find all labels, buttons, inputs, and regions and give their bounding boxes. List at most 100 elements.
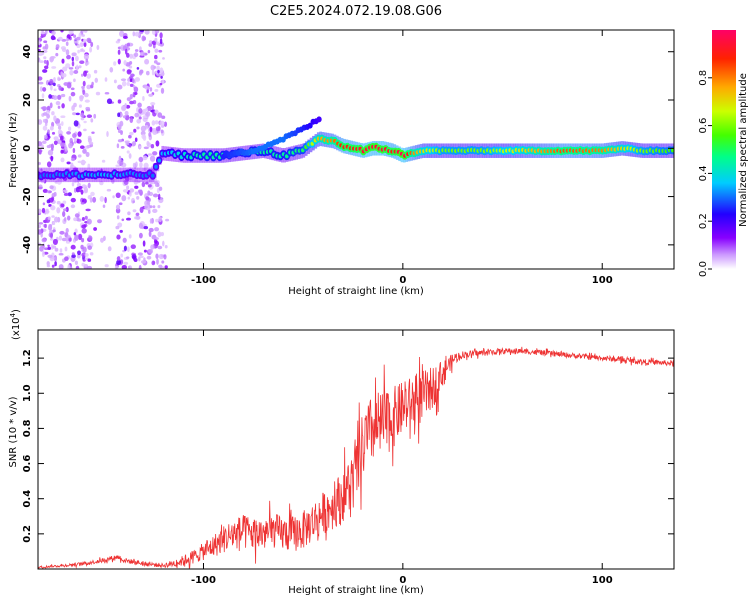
spectrogram-noise-point [41,93,45,99]
spectrogram-ridge-layer [38,116,674,181]
spectrogram-noise-point [88,141,94,145]
spectrogram-noise-point [38,48,41,52]
spectrogram-noise-point [145,110,151,118]
spectrogram-noise-point [156,62,161,66]
spectrogram-noise-point [143,225,149,230]
spectrogram-noise-point [52,221,56,226]
spectrogram-noise-point [96,44,100,50]
spectrogram-noise-point [123,59,127,66]
spectrogram-noise-point [68,30,74,35]
spectrogram-noise-point [120,113,123,117]
spectrogram-noise-point [83,53,89,60]
spectrogram-noise-point [50,205,56,211]
spectrogram-noise-point [58,264,64,269]
snr-x-ticks: -100 0 100 [191,330,613,586]
spectrogram-noise-point [106,130,109,138]
spectrogram-noise-point [146,88,149,94]
spectrogram-noise-point [56,207,61,214]
spectrogram-noise-point [75,112,80,116]
spectrogram-noise-point [38,224,42,229]
spectrogram-noise-point [67,264,71,269]
colorbar-tick-label: 0.4 [698,165,709,181]
snr-y-tick-label: 1.0 [22,384,33,402]
spectrogram-noise-point [56,123,62,127]
spectrogram-noise-point [134,185,139,189]
spectrogram-noise-point [82,246,87,253]
spectrogram-noise-point [138,116,142,120]
spectrogram-noise-point [147,190,151,196]
spectrogram-noise-point [159,120,165,126]
spectrogram-noise-point [62,66,68,72]
spectrogram-noise-point [55,52,59,57]
spectrogram-noise-point [80,244,84,250]
spectrogram-noise-point [126,150,130,154]
spectrogram-noise-point [69,69,74,76]
spectrogram-noise-point [54,261,57,267]
spectrogram-noise-point [74,234,79,241]
spectrogram-noise-point [131,254,137,260]
spectrogram-noise-point [133,128,137,133]
colorbar: 0.0 0.2 0.4 0.6 0.8 Normalized spectral ampl… [698,30,749,277]
colorbar-ticks: 0.0 0.2 0.4 0.6 0.8 [698,70,712,277]
spectrogram-noise-point [65,49,70,56]
spectrogram-noise-point [107,246,112,252]
spectrogram-noise-point [73,217,78,222]
spectrogram-noise-point [117,58,121,65]
spectrogram-noise-point [48,94,52,99]
spectrogram-noise-point [68,95,72,102]
spectrogram-noise-point [159,38,163,45]
spectrogram-noise-point [43,59,47,64]
spectrogram-noise-point [62,200,67,204]
spectrogram-noise-point [120,146,125,149]
spectrogram-noise-point [102,204,106,208]
spectrogram-noise-point [77,124,81,129]
spectrogram-noise-point [94,77,99,83]
spectrogram-noise-point [41,238,47,243]
spectrogram-noise-point [91,81,94,86]
spectrogram-noise-point [149,205,153,209]
spectrogram-noise-point [63,217,67,222]
spectrogram-noise-point [148,40,153,44]
spectrogram-noise-point [129,93,133,100]
spectrogram-noise-point [57,94,62,100]
spectrogram-noise-point [125,62,131,67]
spectrogram-noise-point [140,260,147,264]
spectrogram-noise-point [50,232,53,239]
spectrogram-noise-point [38,53,43,56]
spectrogram-noise-point [61,47,67,53]
spectrogram-noise-point [139,206,144,213]
spectrogram-noise-point [145,196,150,201]
spectrogram-noise-point [151,120,156,126]
spectrogram-noise-point [128,144,132,148]
spectrogram-noise-point [53,140,58,146]
spectrogram-noise-point [139,255,144,259]
spectrogram-noise-point [134,137,138,143]
spectrogram-noise-point [76,44,81,49]
spectrogram-noise-point [87,258,92,262]
spectrogram-noise-point [134,49,139,52]
spectrogram-noise-point [45,30,48,35]
spectrogram-noise-point [143,146,149,150]
spectrogram-noise-point [84,99,90,103]
spectrogram-noise-point [66,161,71,165]
spectrogram-noise-point [132,209,137,213]
spectrogram-noise-point [82,80,86,87]
spectrogram-noise-point [79,145,85,150]
spectrogram-noise-point [164,265,168,269]
spectrogram-noise-point [158,253,164,260]
spectrogram-noise-point [164,244,168,249]
snr-x-tick-label: 0 [399,575,406,586]
spectrogram-noise-point [81,252,87,258]
spectrogram-y-tick-label: 0 [22,145,33,152]
spectrogram-noise-point [145,70,150,76]
spectrogram-noise-point [77,131,82,137]
spectrogram-noise-point [87,182,91,189]
spectrogram-noise-point [89,197,93,203]
spectrogram-noise-point [70,204,76,209]
spectrogram-noise-point [153,60,158,64]
spectrogram-noise-point [138,70,143,76]
spectrogram-noise-point [147,184,152,188]
spectrogram-noise-point [136,126,140,130]
spectrogram-noise-point [149,87,153,92]
spectrogram-noise-point [149,218,153,224]
